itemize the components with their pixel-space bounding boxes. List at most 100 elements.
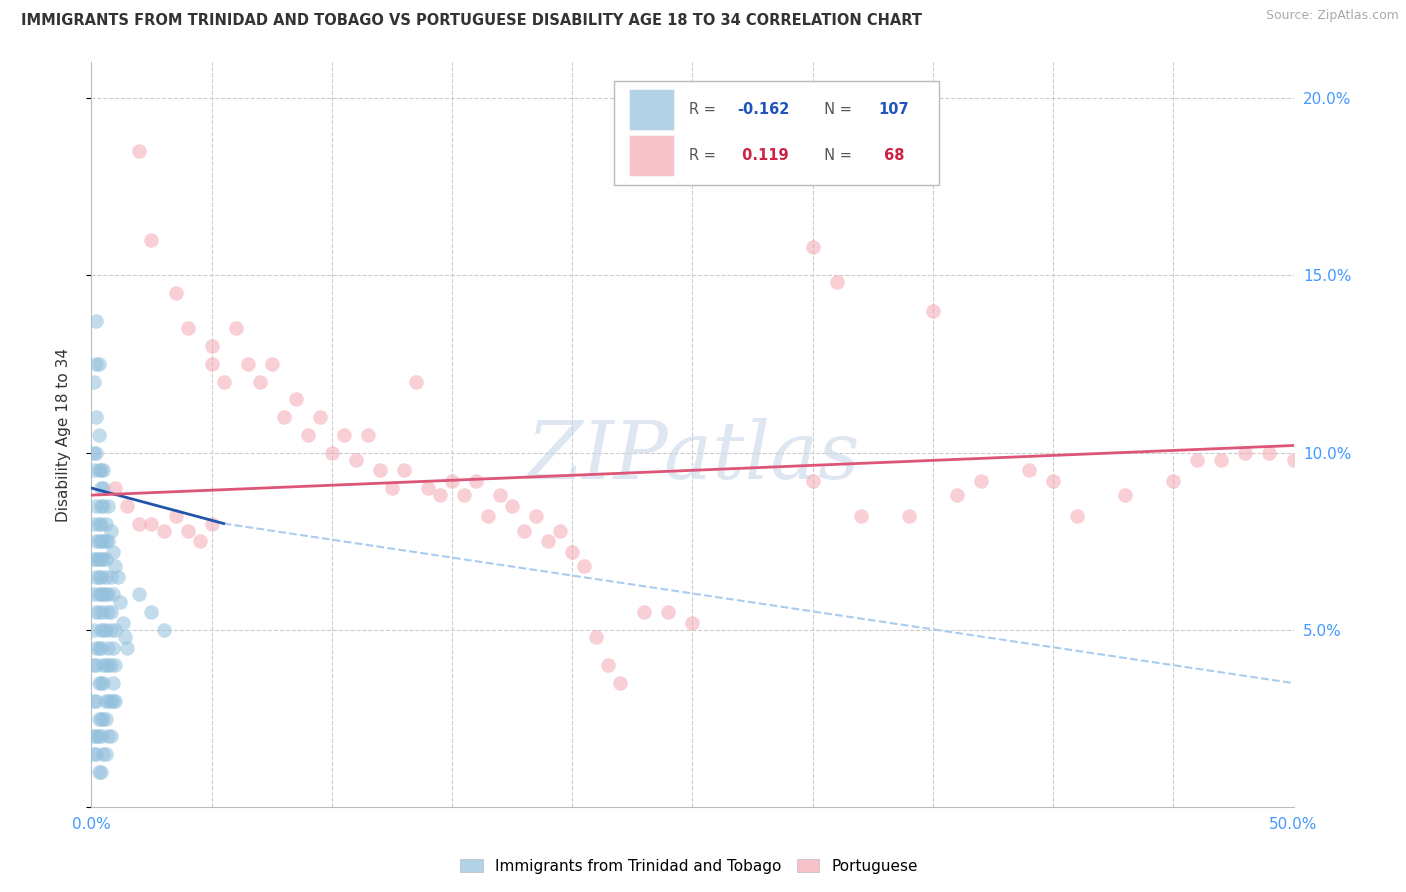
Point (83, 729, 105, 743)
Point (212, 375, 235, 389)
Point (83, 445, 105, 459)
Text: N =: N = (815, 148, 856, 163)
Point (489, 488, 512, 502)
Point (501, 499, 523, 513)
Point (93, 552, 115, 566)
Text: N =: N = (815, 102, 856, 117)
Point (128, 516, 150, 531)
Point (90, 729, 112, 743)
Point (1114, 488, 1136, 502)
Point (1282, 452, 1305, 467)
Point (561, 545, 583, 559)
Point (100, 570, 122, 584)
Point (94, 570, 117, 584)
Point (90, 570, 112, 584)
Point (598, 658, 620, 673)
Point (84, 658, 107, 673)
Point (201, 339, 224, 353)
FancyBboxPatch shape (614, 81, 939, 186)
Point (94, 552, 117, 566)
Point (176, 321, 198, 335)
Point (405, 375, 427, 389)
Point (1187, 452, 1209, 467)
Point (94, 658, 117, 673)
Point (392, 463, 415, 477)
Point (93, 676, 115, 690)
Point (1018, 463, 1040, 477)
Text: 68: 68 (879, 148, 904, 163)
Point (87, 587, 110, 601)
Point (84, 357, 107, 371)
Point (93, 587, 115, 601)
Point (104, 658, 127, 673)
Point (100, 658, 122, 673)
Point (897, 509, 920, 524)
Point (90, 534, 112, 549)
Text: R =: R = (689, 148, 720, 163)
Point (801, 474, 824, 488)
Point (94, 694, 117, 708)
Point (477, 509, 499, 524)
Point (107, 570, 129, 584)
Point (440, 474, 463, 488)
Point (90, 623, 112, 637)
Point (104, 481, 127, 495)
Point (94, 534, 117, 549)
Text: 107: 107 (879, 102, 910, 117)
Point (165, 509, 187, 524)
Point (84, 729, 107, 743)
Point (453, 488, 475, 502)
Point (1066, 509, 1088, 524)
Point (83, 623, 105, 637)
Point (84, 534, 107, 549)
Text: Source: ZipAtlas.com: Source: ZipAtlas.com (1265, 9, 1399, 22)
Point (87, 534, 110, 549)
Point (101, 694, 124, 708)
Point (104, 559, 127, 574)
Point (188, 534, 211, 549)
Point (946, 488, 969, 502)
Point (513, 524, 536, 538)
Point (537, 534, 560, 549)
Point (128, 587, 150, 601)
Point (84, 499, 107, 513)
Point (87, 676, 110, 690)
Point (93, 747, 115, 761)
Point (87, 605, 110, 619)
Point (100, 694, 122, 708)
Point (83, 375, 105, 389)
Point (84, 314, 107, 328)
Point (110, 594, 132, 608)
Text: IMMIGRANTS FROM TRINIDAD AND TOBAGO VS PORTUGUESE DISABILITY AGE 18 TO 34 CORREL: IMMIGRANTS FROM TRINIDAD AND TOBAGO VS P… (21, 13, 922, 29)
Point (117, 499, 139, 513)
Point (97, 587, 120, 601)
Point (548, 524, 571, 538)
Bar (628, 89, 675, 130)
Point (93, 481, 115, 495)
Point (84, 552, 107, 566)
Point (93, 499, 115, 513)
Point (97, 658, 120, 673)
Point (83, 747, 105, 761)
Point (141, 605, 163, 619)
Point (681, 615, 703, 630)
Point (84, 445, 107, 459)
Point (201, 516, 224, 531)
Point (152, 623, 174, 637)
Point (225, 321, 247, 335)
Text: -0.162: -0.162 (737, 102, 789, 117)
Point (84, 747, 107, 761)
Point (83, 463, 105, 477)
Text: R =: R = (689, 102, 720, 117)
Point (90, 676, 112, 690)
Point (84, 694, 107, 708)
Point (970, 474, 993, 488)
Point (90, 712, 112, 726)
Point (97, 605, 120, 619)
Point (93, 605, 115, 619)
Point (84, 570, 107, 584)
Point (152, 524, 174, 538)
Point (633, 605, 655, 619)
Point (83, 694, 105, 708)
Point (333, 428, 356, 442)
